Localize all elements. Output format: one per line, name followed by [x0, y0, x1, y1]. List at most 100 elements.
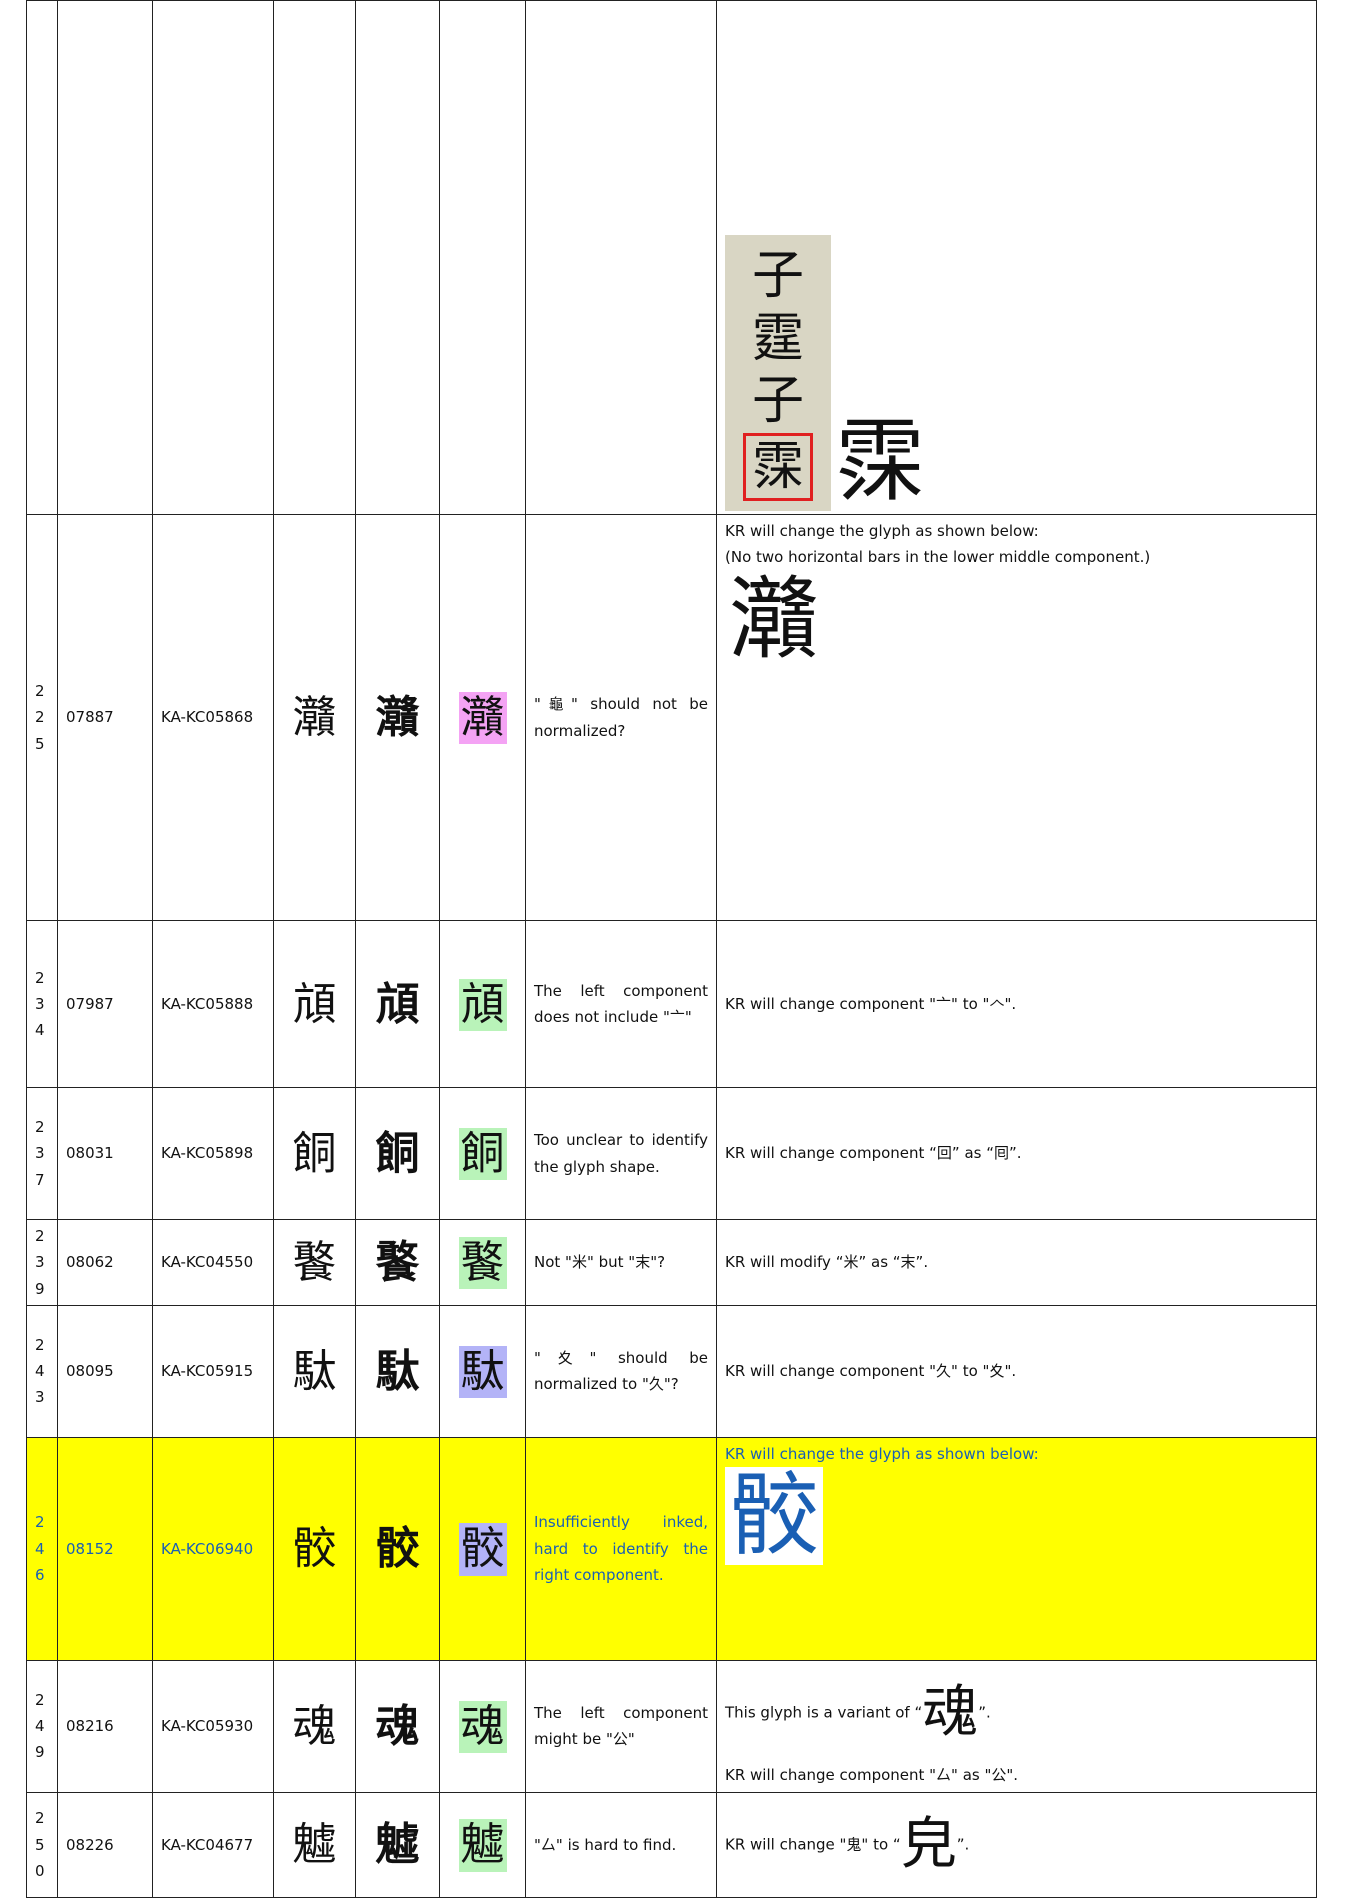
source: KA-KC06940: [161, 1539, 254, 1558]
response-glyph-image: 骹: [725, 1467, 823, 1565]
code: 08216: [66, 1717, 114, 1736]
cell: This glyph is a variant of “魂”. KR will c…: [716, 1659, 1317, 1793]
table-row: 239 08062 KA-KC04550 饏饏饏 Not "米" but "末"? KR …: [26, 1219, 1317, 1306]
scan-char: 霆: [752, 308, 805, 369]
no: 225: [35, 682, 45, 753]
cell: KR will change component “回” as “囘”.: [716, 1087, 1317, 1220]
response-line: KR will change component “回” as “囘”.: [725, 1144, 1022, 1163]
source: KA-KC05868: [161, 708, 254, 727]
proposed-glyph: 魂: [458, 1700, 507, 1754]
cell: 234: [26, 920, 58, 1088]
cell: 灨: [273, 514, 356, 921]
cell: 魖: [439, 1791, 526, 1898]
source: KA-KC05898: [161, 1144, 254, 1163]
cell: 225: [26, 514, 58, 921]
table-body: 子霆子霂霂 225 07887 KA-KC05868 灨灨灨 "龜" should not…: [26, 0, 1317, 1898]
cell: 饏: [273, 1219, 356, 1306]
glyph-table: 子霆子霂霂 225 07887 KA-KC05868 灨灨灨 "龜" should not…: [26, 0, 1317, 1898]
cell: 魖: [355, 1791, 440, 1898]
cell: KR will change the glyph as shown below:…: [716, 514, 1317, 921]
response-line: KR will change "鬼" to “皃”.: [725, 1796, 1308, 1894]
glyph: 灨: [292, 692, 337, 743]
table-row: 246 08152 KA-KC06940 骹骹骹 Insufficiently inke…: [26, 1436, 1317, 1661]
cell: 灨: [355, 514, 440, 921]
no: 237: [35, 1118, 45, 1189]
cell: 魂: [273, 1659, 356, 1793]
comment: The left component might be "公": [534, 1704, 708, 1749]
proposed-glyph: 餇: [458, 1128, 507, 1181]
glyph: 饏: [292, 1236, 337, 1288]
cell: Insufficiently inked, hard to identify t…: [525, 1436, 717, 1661]
glyph: 餇: [292, 1128, 337, 1179]
cell: "夊" should be normalized to "久"?: [525, 1304, 717, 1438]
response-line: KR will modify “米” as “末”.: [725, 1253, 929, 1272]
cell: KR will change component "久" to "夊".: [716, 1304, 1317, 1438]
inline-glyph: 魂: [922, 1680, 979, 1746]
scan-photo: 子霆子霂: [725, 235, 832, 511]
source-glyph: 饏: [375, 1236, 420, 1288]
cell: 246: [26, 1436, 58, 1661]
cell: 餇: [439, 1087, 526, 1220]
response-text: KR will change "鬼" to “: [725, 1835, 901, 1854]
cell: 頏: [355, 920, 440, 1088]
comment: "夊" should be normalized to "久"?: [534, 1349, 708, 1394]
proposed-glyph: 頏: [458, 978, 507, 1031]
cell: Too unclear to identify the glyph shape.: [525, 1087, 717, 1220]
cell: KR will change component "亠" to "𠆢".: [716, 920, 1317, 1088]
cell: 駄: [355, 1304, 440, 1438]
cell: KA-KC05915: [152, 1304, 274, 1438]
cell: Not "米" but "末"?: [525, 1219, 717, 1306]
response-line: KR will change component "亠" to "𠆢".: [725, 994, 1017, 1013]
response-text: ”.: [956, 1835, 970, 1854]
no: 246: [35, 1513, 45, 1584]
glyph: 骹: [292, 1523, 337, 1575]
no: 234: [35, 968, 45, 1040]
cell: 頏: [439, 920, 526, 1088]
proposed-glyph: 骹: [458, 1523, 507, 1576]
cell: [525, 0, 717, 515]
glyph: 駄: [292, 1345, 337, 1397]
table-row: 234 07987 KA-KC05888 頏頏頏 The left component …: [26, 920, 1317, 1088]
table-row: 250 08226 KA-KC04677 魖魖魖 "厶" is hard to find…: [26, 1791, 1317, 1898]
no: 249: [35, 1690, 45, 1762]
cell: [439, 0, 526, 515]
no: 243: [35, 1335, 45, 1407]
cell: 饏: [355, 1219, 440, 1306]
response-line: KR will change component "久" to "夊".: [725, 1362, 1017, 1381]
cell: [355, 0, 440, 515]
cell: KA-KC05930: [152, 1659, 274, 1793]
source-glyph: 駄: [375, 1345, 420, 1397]
source-glyph: 頏: [375, 978, 420, 1030]
cell: 07987: [57, 920, 153, 1088]
code: 08226: [66, 1835, 114, 1854]
cell: KA-KC05868: [152, 514, 274, 921]
response-line: KR will change the glyph as shown below:: [725, 1444, 1039, 1463]
cell: KA-KC04677: [152, 1791, 274, 1898]
cell: 餇: [355, 1087, 440, 1220]
source: KA-KC05930: [161, 1717, 254, 1736]
response-line: KR will change the glyph as shown below:: [725, 522, 1039, 540]
no: 239: [35, 1227, 45, 1298]
code: 07987: [66, 994, 114, 1013]
cell: "厶" is hard to find.: [525, 1791, 717, 1898]
table-row: 子霆子霂霂: [26, 0, 1317, 515]
cell: 餇: [273, 1087, 356, 1220]
response-line: This glyph is a variant of “魂”.: [725, 1664, 1308, 1762]
scan-char: 子: [752, 371, 805, 432]
code: 08031: [66, 1144, 114, 1163]
cell: [273, 0, 356, 515]
cell: 駄: [439, 1304, 526, 1438]
cell: 子霆子霂霂: [716, 0, 1317, 515]
cell: KA-KC05888: [152, 920, 274, 1088]
response-glyph-image: 灨: [725, 570, 823, 669]
response-text: This glyph is a variant of “: [725, 1703, 923, 1722]
source: KA-KC05915: [161, 1362, 254, 1381]
cell: KR will change "鬼" to “皃”.: [716, 1791, 1317, 1898]
glyph: 頏: [292, 978, 337, 1030]
response-glyph-image: 霂: [831, 413, 930, 511]
source-glyph: 骹: [375, 1523, 420, 1575]
cell: 08095: [57, 1304, 153, 1438]
cell: 250: [26, 1791, 58, 1898]
no: 250: [35, 1809, 45, 1880]
